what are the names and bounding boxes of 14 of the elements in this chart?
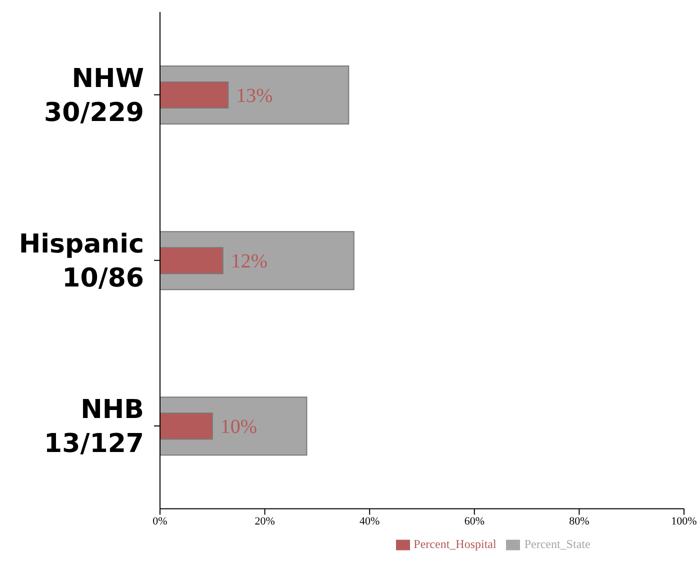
- x-tick-label: 80%: [569, 516, 590, 528]
- y-tick-label: Hispanic 10/86: [18, 229, 144, 294]
- data-label: 12%: [230, 250, 268, 273]
- x-tick-label: 0%: [152, 516, 168, 528]
- data-label: 13%: [236, 85, 273, 107]
- x-tick-label: 20%: [254, 516, 275, 528]
- x-tick-label: 60%: [464, 516, 484, 528]
- data-label: 10%: [220, 416, 258, 438]
- y-tick-label: NHB 13/127: [44, 394, 144, 459]
- x-tick-label: 100%: [671, 516, 697, 528]
- legend-label: Percent_State: [524, 536, 590, 551]
- x-tick-label: 40%: [360, 516, 380, 528]
- y-tick-label: NHW 30/229: [44, 64, 144, 128]
- legend-label: Percent_Hospital: [414, 536, 496, 551]
